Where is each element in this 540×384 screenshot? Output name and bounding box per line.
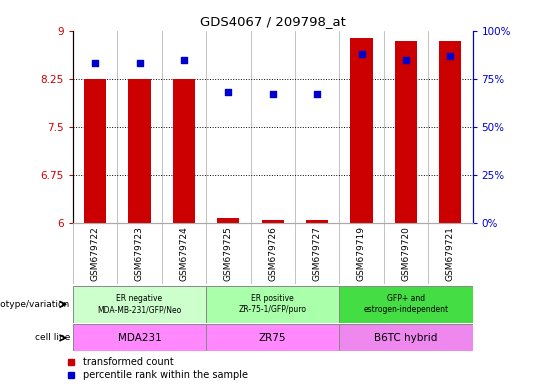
Bar: [206, 286, 339, 323]
Bar: [84, 79, 106, 223]
Text: GSM679724: GSM679724: [179, 226, 188, 281]
Text: GSM679726: GSM679726: [268, 226, 277, 281]
Bar: [350, 38, 373, 223]
Text: GSM679722: GSM679722: [91, 226, 99, 281]
Text: ER negative
MDA-MB-231/GFP/Neo: ER negative MDA-MB-231/GFP/Neo: [97, 294, 181, 314]
Point: [313, 91, 321, 97]
Bar: [173, 79, 195, 223]
Text: GSM679721: GSM679721: [446, 226, 455, 281]
Bar: [73, 324, 206, 351]
Point: [402, 56, 410, 63]
Text: ER positive
ZR-75-1/GFP/puro: ER positive ZR-75-1/GFP/puro: [239, 294, 307, 314]
Point: [446, 53, 455, 59]
Text: GSM679719: GSM679719: [357, 226, 366, 281]
Bar: [306, 220, 328, 223]
Bar: [129, 79, 151, 223]
Text: genotype/variation: genotype/variation: [0, 300, 70, 309]
Text: percentile rank within the sample: percentile rank within the sample: [83, 370, 248, 381]
Bar: [261, 220, 284, 223]
Point: [224, 89, 233, 95]
Bar: [73, 286, 206, 323]
Text: ZR75: ZR75: [259, 333, 286, 343]
Text: transformed count: transformed count: [83, 357, 174, 367]
Text: GSM679727: GSM679727: [313, 226, 322, 281]
Bar: [395, 41, 417, 223]
Text: GSM679723: GSM679723: [135, 226, 144, 281]
Point: [91, 60, 99, 66]
Bar: [206, 324, 339, 351]
Text: GFP+ and
estrogen-independent: GFP+ and estrogen-independent: [363, 294, 448, 314]
Bar: [439, 41, 461, 223]
Text: B6TC hybrid: B6TC hybrid: [374, 333, 437, 343]
Text: GSM679720: GSM679720: [401, 226, 410, 281]
Text: GSM679725: GSM679725: [224, 226, 233, 281]
Point: [268, 91, 277, 97]
Bar: [339, 324, 472, 351]
Title: GDS4067 / 209798_at: GDS4067 / 209798_at: [200, 15, 346, 28]
Text: cell line: cell line: [35, 333, 70, 343]
Bar: [217, 218, 239, 223]
Point: [135, 60, 144, 66]
Text: MDA231: MDA231: [118, 333, 161, 343]
Bar: [339, 286, 472, 323]
Point: [180, 56, 188, 63]
Point: [357, 51, 366, 57]
